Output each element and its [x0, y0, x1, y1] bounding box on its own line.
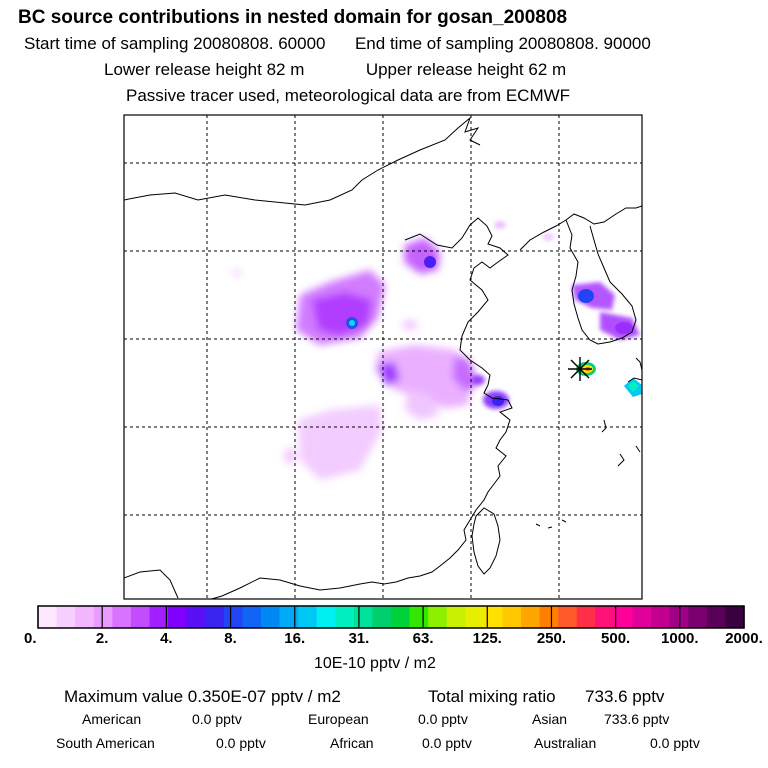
north-china-plume [232, 238, 440, 480]
colorbar-cell [38, 606, 58, 628]
colorbar-cell [502, 606, 522, 628]
colorbar-cell [595, 606, 615, 628]
colorbar-tick-label: 2000. [725, 630, 763, 647]
colorbar-cell [651, 606, 671, 628]
region-value-american: 0.0 pptv [192, 711, 242, 727]
colorbar-cell [521, 606, 541, 628]
colorbar-cell [205, 606, 225, 628]
region-name-south-american: South American [56, 735, 155, 751]
colorbar-cell [93, 606, 113, 628]
colorbar-cell [112, 606, 132, 628]
colorbar-cell [428, 606, 448, 628]
colorbar-tick-marks [37, 606, 745, 628]
region-value-european: 0.0 pptv [418, 711, 468, 727]
lower-height-label: Lower release height [104, 60, 262, 79]
colorbar-cell [576, 606, 596, 628]
colorbar-cell [223, 606, 243, 628]
japan-hotspot [624, 378, 642, 397]
end-time-label: End time of sampling [354, 34, 514, 53]
plot-title: BC source contributions in nested domain… [18, 7, 568, 28]
colorbar-cell [335, 606, 355, 628]
colorbar [38, 606, 745, 628]
korea-hotspot [494, 221, 640, 340]
colorbar-tick-label: 8. [224, 630, 237, 647]
colorbar-cell [372, 606, 392, 628]
region-name-asian: Asian [532, 711, 568, 727]
colorbar-cell [298, 606, 318, 628]
colorbar-tick-label: 2. [95, 630, 109, 647]
colorbar-tick-label: 250. [536, 630, 567, 647]
colorbar-cell [706, 606, 727, 628]
graticule [124, 115, 642, 599]
colorbar-cell [279, 606, 299, 628]
region-name-african: African [330, 735, 374, 751]
start-time-value: 20080808. 60000 [193, 34, 326, 53]
coastlines [124, 116, 642, 599]
plume-layer [232, 221, 642, 480]
total-mixing-ratio: Total mixing ratio 733.6 pptv [428, 688, 664, 705]
colorbar-unit: 10E-10 pptv / m2 [314, 655, 436, 672]
colorbar-tick-label: 125. [472, 630, 502, 647]
upper-height-value: 62 m [528, 60, 567, 79]
region-value-asian: 733.6 pptv [604, 711, 670, 727]
tracer-note: Passive tracer used, meteorological data… [126, 86, 571, 105]
region-name-american: American [82, 711, 142, 727]
colorbar-cell [242, 606, 262, 628]
colorbar-cell [168, 606, 188, 628]
colorbar-cell [353, 606, 374, 628]
colorbar-cell [130, 606, 151, 628]
colorbar-cell [260, 606, 281, 628]
central-china-plume [375, 345, 478, 420]
colorbar-cell [465, 606, 485, 628]
colorbar-cell [483, 606, 504, 628]
max-value-label: Maximum value [64, 687, 184, 706]
map-frame [123, 114, 643, 600]
colorbar-cell [688, 606, 708, 628]
colorbar-tick-label: 4. [160, 630, 173, 647]
colorbar-cell [391, 606, 411, 628]
colorbar-tick-label: 63. [412, 630, 434, 647]
colorbar-cell [558, 606, 578, 628]
lower-height-value: 82 m [266, 60, 305, 79]
beijing-hotspot [346, 256, 436, 329]
release-heights: Lower release height 82 m Upper release … [104, 61, 566, 78]
colorbar-cell [186, 606, 206, 628]
colorbar-cell [56, 606, 76, 628]
shanghai-hotspot [471, 375, 509, 409]
start-time-label: Start time of sampling [24, 34, 189, 53]
colorbar-cell [539, 606, 559, 628]
colorbar-cell [613, 606, 634, 628]
colorbar-cell [75, 606, 95, 628]
colorbar-tick-label: 500. [601, 630, 631, 647]
colorbar-cell [725, 606, 745, 628]
upper-height-label: Upper release height [365, 60, 524, 79]
colorbar-tick-label: 16. [284, 630, 306, 647]
total-mixing-label: Total mixing ratio [428, 687, 556, 706]
colorbar-tick-label: 0. [24, 630, 37, 647]
colorbar-tick-label: 1000. [661, 630, 699, 647]
region-name-european: European [308, 711, 369, 727]
colorbar-cell [409, 606, 429, 628]
sampling-times: Start time of sampling 20080808. 60000 E… [24, 35, 651, 52]
colorbar-cell [316, 606, 336, 628]
receptor-star-icon [568, 357, 592, 381]
region-value-african: 0.0 pptv [422, 735, 472, 751]
max-value-number: 0.350E-07 pptv / m2 [187, 687, 341, 706]
region-value-australian: 0.0 pptv [650, 735, 700, 751]
max-value: Maximum value 0.350E-07 pptv / m2 [64, 688, 341, 705]
end-time-value: 20080808. 90000 [518, 34, 651, 53]
region-name-australian: Australian [534, 735, 597, 751]
colorbar-cell [446, 606, 466, 628]
region-value-south-american: 0.0 pptv [216, 735, 266, 751]
colorbar-cell [149, 606, 169, 628]
total-mixing-value: 733.6 pptv [585, 687, 665, 706]
colorbar-cell [632, 606, 652, 628]
colorbar-tick-label: 31. [348, 630, 370, 647]
